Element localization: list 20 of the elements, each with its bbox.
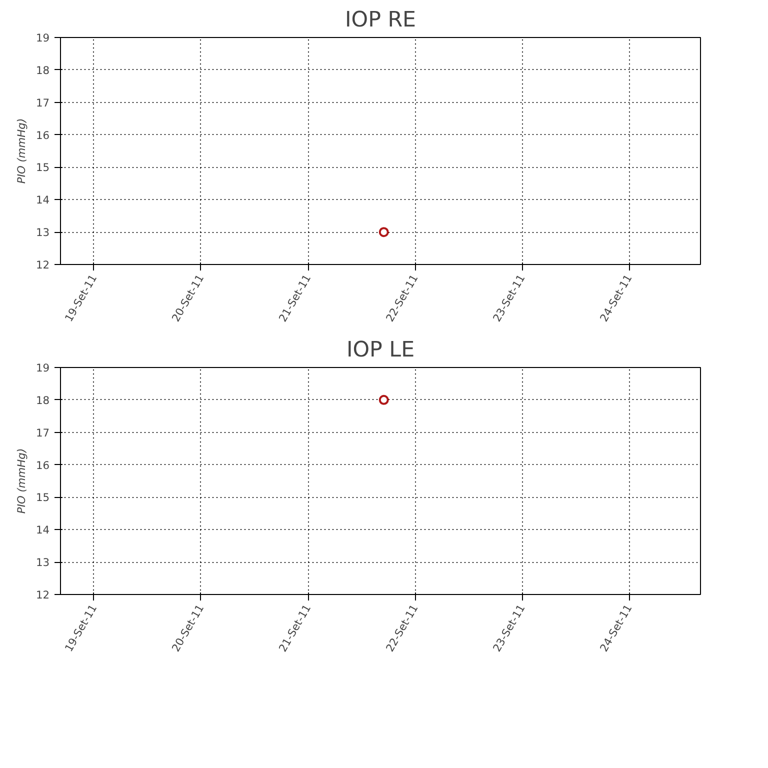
y-axis-title: PIO (mmHg) — [14, 448, 28, 514]
y-tick-label: 16 — [36, 458, 50, 472]
chart-title: IOP LE — [346, 338, 415, 362]
y-tick-label: 17 — [36, 96, 50, 110]
chart-title: IOP RE — [344, 8, 416, 32]
y-tick-label: 18 — [36, 394, 50, 407]
y-tick-label: 14 — [36, 524, 50, 537]
y-tick-label: 13 — [36, 226, 50, 240]
y-tick-label: 12 — [36, 258, 50, 272]
y-tick-label: 12 — [36, 588, 50, 602]
y-tick-label: 18 — [36, 64, 50, 77]
y-tick-label: 19 — [36, 32, 50, 44]
y-tick-label: 17 — [36, 426, 50, 440]
y-tick-label: 14 — [36, 194, 50, 207]
y-tick-label: 19 — [36, 362, 50, 374]
y-tick-label: 13 — [36, 556, 50, 570]
y-tick-label: 16 — [36, 128, 50, 142]
y-tick-label: 15 — [36, 161, 50, 174]
y-tick-label: 15 — [36, 491, 50, 504]
y-axis-title: PIO (mmHg) — [14, 118, 28, 184]
